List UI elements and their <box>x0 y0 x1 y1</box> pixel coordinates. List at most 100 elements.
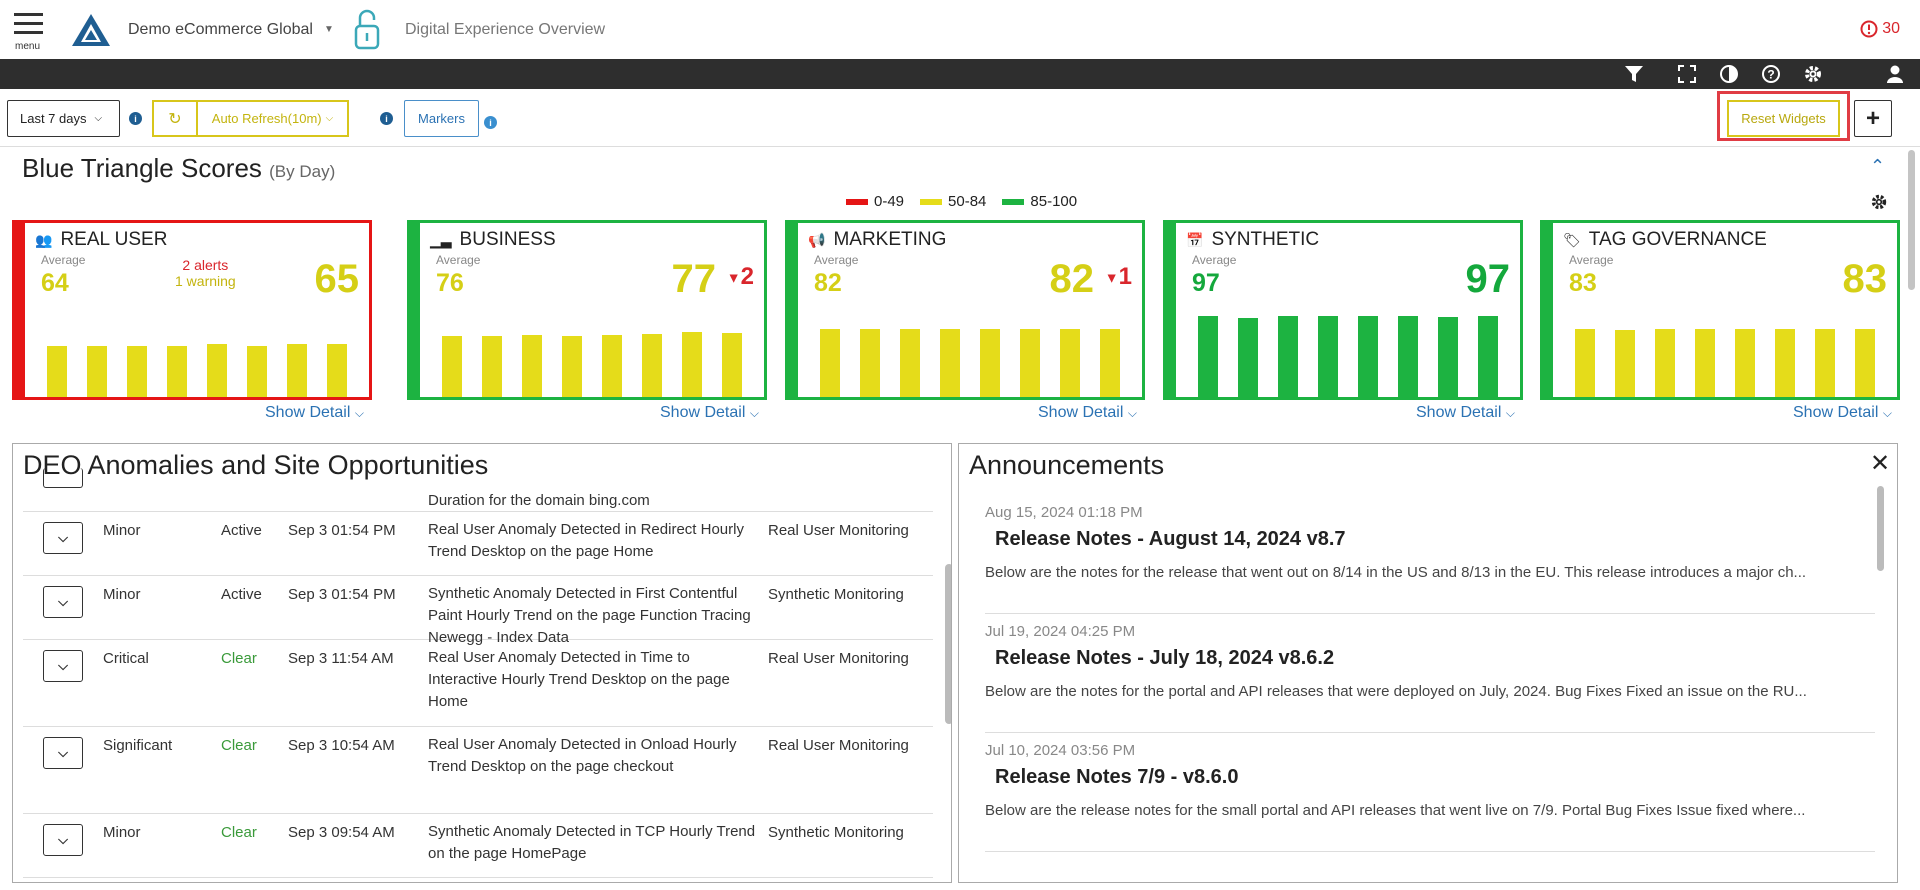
announcement-item[interactable]: Jul 19, 2024 04:25 PM Release Notes - Jul… <box>985 623 1875 733</box>
average-label: Average <box>1192 253 1237 267</box>
card-title: SYNTHETIC <box>1211 229 1320 250</box>
date-range-select[interactable]: Last 7 days ⌵ <box>7 100 120 137</box>
score-value: 65 <box>314 257 360 301</box>
card-stripe <box>15 223 25 397</box>
delta-value: 2 <box>740 263 754 290</box>
anomaly-source: Real User Monitoring <box>768 737 909 754</box>
chevron-down-icon: ⌵ <box>354 406 364 420</box>
calendar-icon: 📅 <box>1186 231 1204 248</box>
reset-widgets-button[interactable]: Reset Widgets <box>1727 100 1840 137</box>
page-scrollbar[interactable] <box>1908 150 1915 290</box>
expand-button[interactable]: ⌵ <box>43 522 83 554</box>
score-card[interactable]: 🏷 TAG GOVERNANCE Average 83 83 <box>1540 220 1900 400</box>
anomalies-scrollbar[interactable] <box>945 564 951 724</box>
card-header: ▁▃ BUSINESS <box>430 229 556 251</box>
card-stripe <box>1166 223 1176 397</box>
show-detail-link[interactable]: Show Detail ⌵ <box>1038 404 1137 422</box>
announcement-item[interactable]: Aug 15, 2024 01:18 PM Release Notes - Aug… <box>985 504 1875 614</box>
scores-subtitle: (By Day) <box>269 162 336 181</box>
info-icon[interactable]: i <box>129 112 142 125</box>
card-stripe <box>410 223 420 397</box>
expand-button[interactable]: ⌵ <box>43 586 83 618</box>
info-icon[interactable]: i <box>484 116 497 129</box>
score-bar <box>1238 318 1258 397</box>
show-detail-link[interactable]: Show Detail ⌵ <box>265 404 364 422</box>
anomaly-time: Sep 3 01:54 PM <box>288 586 396 603</box>
fullscreen-icon[interactable] <box>1676 63 1698 85</box>
alert-count: 30 <box>1882 20 1900 37</box>
delta-value: 1 <box>1118 263 1132 290</box>
close-icon[interactable]: ✕ <box>1870 450 1891 477</box>
chevron-down-icon: ⌵ <box>94 113 103 124</box>
anomaly-description[interactable]: Real User Anomaly Detected in Redirect H… <box>428 521 744 560</box>
score-bar <box>1695 329 1715 397</box>
announcements-panel: Announcements Aug 15, 2024 01:18 PM Relea… <box>958 443 1898 883</box>
score-bar <box>1815 329 1835 397</box>
card-title: BUSINESS <box>459 229 556 250</box>
anomaly-description[interactable]: Synthetic Anomaly Detected in First Cont… <box>428 585 751 646</box>
show-detail-label: Show Detail <box>265 404 351 421</box>
show-detail-link[interactable]: Show Detail ⌵ <box>660 404 759 422</box>
chevron-up-icon[interactable]: ⌃ <box>1870 156 1886 176</box>
anomaly-description[interactable]: Real User Anomaly Detected in Time to In… <box>428 649 730 710</box>
auto-refresh-select[interactable]: Auto Refresh(10m) ⌵ <box>196 100 349 137</box>
show-detail-link[interactable]: Show Detail ⌵ <box>1416 404 1515 422</box>
markers-button[interactable]: Markers <box>404 100 479 137</box>
announcement-date: Jul 19, 2024 04:25 PM <box>985 623 1136 640</box>
user-icon[interactable] <box>1884 63 1906 85</box>
average-label: Average <box>1569 253 1614 267</box>
score-bar <box>602 335 622 397</box>
expand-button[interactable]: ⌵ <box>43 824 83 856</box>
announcements-scrollbar[interactable] <box>1877 486 1884 571</box>
show-detail-label: Show Detail <box>1416 404 1502 421</box>
anomaly-severity: Minor <box>103 824 141 841</box>
score-bar <box>1020 329 1040 397</box>
announcement-title[interactable]: Release Notes - August 14, 2024 v8.7 <box>995 528 1346 550</box>
info-icon[interactable]: i <box>380 112 393 125</box>
site-selector[interactable]: Demo eCommerce Global <box>128 21 313 38</box>
anomaly-time: Sep 3 09:54 AM <box>288 824 395 841</box>
auto-refresh-label: Auto Refresh(10m) <box>211 111 322 126</box>
contrast-icon[interactable] <box>1718 63 1740 85</box>
gear-icon[interactable] <box>1802 63 1824 85</box>
expand-button[interactable]: ⌵ <box>43 737 83 769</box>
anomaly-description[interactable]: Synthetic Anomaly Detected in TCP Hourly… <box>428 823 756 862</box>
gear-icon[interactable] <box>1870 193 1888 211</box>
bar-chart-icon: ▁▃ <box>430 231 452 248</box>
anomaly-source: Synthetic Monitoring <box>768 586 904 603</box>
announcement-item[interactable]: Jul 10, 2024 03:56 PM Release Notes 7/9 -… <box>985 742 1875 852</box>
announcement-title[interactable]: Release Notes 7/9 - v8.6.0 <box>995 766 1239 788</box>
score-card[interactable]: 📢 MARKETING Average 82 82 ▼1 <box>785 220 1145 400</box>
table-row: ⌵ Minor Active Sep 3 01:54 PM Synthetic Anom… <box>23 576 933 646</box>
score-bar <box>287 344 307 397</box>
filter-icon[interactable] <box>1623 63 1645 85</box>
unlock-icon[interactable] <box>352 8 382 52</box>
add-widget-button[interactable]: + <box>1854 100 1892 137</box>
average-label: Average <box>436 253 481 267</box>
refresh-button[interactable]: ↻ <box>152 100 196 137</box>
announcements-title: Announcements <box>969 450 1165 480</box>
score-bar <box>1478 316 1498 397</box>
average-label: Average <box>814 253 859 267</box>
expand-button[interactable]: ⌵ <box>43 650 83 682</box>
triangle-down-icon: ▼ <box>726 269 741 286</box>
alerts-summary[interactable]: 2 alerts 1 warning <box>175 257 236 289</box>
anomaly-description[interactable]: Real User Anomaly Detected in Onload Hou… <box>428 736 737 775</box>
show-detail-link[interactable]: Show Detail ⌵ <box>1793 404 1892 422</box>
alert-count-badge[interactable]: 30 <box>1860 20 1900 38</box>
warnings-count: 1 warning <box>175 273 236 289</box>
score-bar <box>642 334 662 397</box>
hamburger-icon <box>14 13 43 16</box>
help-icon[interactable]: ? <box>1760 63 1782 85</box>
score-bar <box>900 329 920 397</box>
chevron-down-icon: ⌵ <box>58 832 68 847</box>
score-card[interactable]: 👥 REAL USER Average 64 2 alerts 1 warning 65 <box>12 220 372 400</box>
score-card[interactable]: 📅 SYNTHETIC Average 97 97 <box>1163 220 1523 400</box>
score-card[interactable]: ▁▃ BUSINESS Average 76 77 ▼2 <box>407 220 767 400</box>
expand-button[interactable] <box>43 468 83 488</box>
anomaly-severity: Minor <box>103 522 141 539</box>
menu-button[interactable]: menu <box>14 13 44 53</box>
announcement-title[interactable]: Release Notes - July 18, 2024 v8.6.2 <box>995 647 1335 669</box>
reset-widgets-label: Reset Widgets <box>1741 111 1826 126</box>
chevron-down-icon[interactable]: ▼ <box>324 24 334 35</box>
